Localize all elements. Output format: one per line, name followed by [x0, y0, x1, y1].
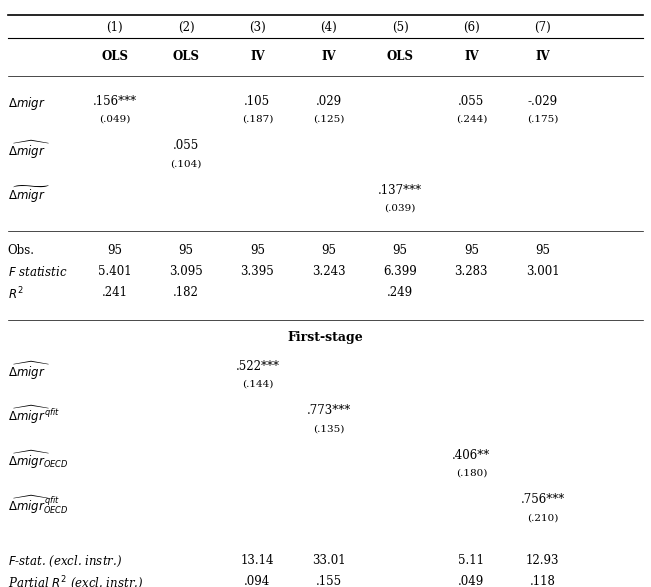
- Text: $R^2$: $R^2$: [8, 286, 23, 303]
- Text: .249: .249: [387, 286, 413, 299]
- Text: 3.095: 3.095: [169, 265, 203, 278]
- Text: (.175): (.175): [527, 114, 559, 124]
- Text: $F$ statistic: $F$ statistic: [8, 265, 68, 279]
- Text: (.039): (.039): [384, 204, 416, 213]
- Text: OLS: OLS: [173, 50, 200, 63]
- Text: .094: .094: [244, 575, 271, 587]
- Text: IV: IV: [464, 50, 478, 63]
- Text: 12.93: 12.93: [526, 554, 559, 566]
- Text: .241: .241: [102, 286, 128, 299]
- Text: $\widehat{\Delta migr}_{OECD}$: $\widehat{\Delta migr}_{OECD}$: [8, 449, 68, 471]
- Text: (.125): (.125): [313, 114, 344, 124]
- Text: 3.283: 3.283: [454, 265, 488, 278]
- Text: (5): (5): [392, 21, 408, 34]
- Text: .406**: .406**: [452, 449, 490, 462]
- Text: .055: .055: [458, 95, 484, 108]
- Text: .049: .049: [458, 575, 484, 587]
- Text: (.180): (.180): [456, 468, 487, 478]
- Text: $\widehat{\Delta migr}$: $\widehat{\Delta migr}$: [8, 139, 50, 161]
- Text: 95: 95: [178, 244, 193, 257]
- Text: (.210): (.210): [527, 513, 559, 522]
- Text: .756***: .756***: [521, 493, 565, 507]
- Text: 3.243: 3.243: [312, 265, 346, 278]
- Text: $\widehat{\Delta migr}^{\,qfit}_{OECD}$: $\widehat{\Delta migr}^{\,qfit}_{OECD}$: [8, 493, 68, 516]
- Text: $\Delta migr$: $\Delta migr$: [8, 95, 46, 112]
- Text: .522***: .522***: [236, 360, 279, 373]
- Text: $\widehat{\Delta migr}^{\,qfit}$: $\widehat{\Delta migr}^{\,qfit}$: [8, 404, 61, 426]
- Text: First-stage: First-stage: [288, 330, 363, 344]
- Text: (.049): (.049): [99, 114, 130, 124]
- Text: 95: 95: [250, 244, 265, 257]
- Text: (.135): (.135): [313, 424, 344, 433]
- Text: .118: .118: [530, 575, 555, 587]
- Text: Obs.: Obs.: [8, 244, 35, 257]
- Text: (6): (6): [463, 21, 480, 34]
- Text: 95: 95: [535, 244, 550, 257]
- Text: 3.395: 3.395: [241, 265, 274, 278]
- Text: 6.399: 6.399: [383, 265, 417, 278]
- Text: 95: 95: [321, 244, 336, 257]
- Text: IV: IV: [535, 50, 550, 63]
- Text: .773***: .773***: [307, 404, 351, 417]
- Text: .055: .055: [173, 139, 199, 153]
- Text: OLS: OLS: [387, 50, 413, 63]
- Text: .137***: .137***: [378, 184, 422, 197]
- Text: 95: 95: [393, 244, 408, 257]
- Text: IV: IV: [250, 50, 265, 63]
- Text: .155: .155: [316, 575, 342, 587]
- Text: .156***: .156***: [92, 95, 137, 108]
- Text: (3): (3): [249, 21, 266, 34]
- Text: (4): (4): [320, 21, 337, 34]
- Text: -.029: -.029: [527, 95, 558, 108]
- Text: (.104): (.104): [171, 159, 202, 168]
- Text: 5.401: 5.401: [98, 265, 132, 278]
- Text: 33.01: 33.01: [312, 554, 346, 566]
- Text: Partial $R^2$ (excl. instr.): Partial $R^2$ (excl. instr.): [8, 575, 143, 587]
- Text: .182: .182: [173, 286, 199, 299]
- Text: (.244): (.244): [456, 114, 487, 124]
- Text: 13.14: 13.14: [241, 554, 274, 566]
- Text: (1): (1): [107, 21, 123, 34]
- Text: .029: .029: [316, 95, 342, 108]
- Text: (.144): (.144): [242, 380, 273, 389]
- Text: $\widehat{\Delta migr}$: $\widehat{\Delta migr}$: [8, 360, 50, 382]
- Text: 3.001: 3.001: [526, 265, 559, 278]
- Text: (7): (7): [534, 21, 551, 34]
- Text: $F$-stat. (excl. instr.): $F$-stat. (excl. instr.): [8, 554, 122, 569]
- Text: (2): (2): [178, 21, 195, 34]
- Text: $\widetilde{\Delta migr}$: $\widetilde{\Delta migr}$: [8, 184, 50, 204]
- Text: .105: .105: [244, 95, 271, 108]
- Text: OLS: OLS: [102, 50, 128, 63]
- Text: (.187): (.187): [242, 114, 273, 124]
- Text: IV: IV: [322, 50, 336, 63]
- Text: 95: 95: [464, 244, 479, 257]
- Text: 5.11: 5.11: [458, 554, 484, 566]
- Text: 95: 95: [107, 244, 122, 257]
